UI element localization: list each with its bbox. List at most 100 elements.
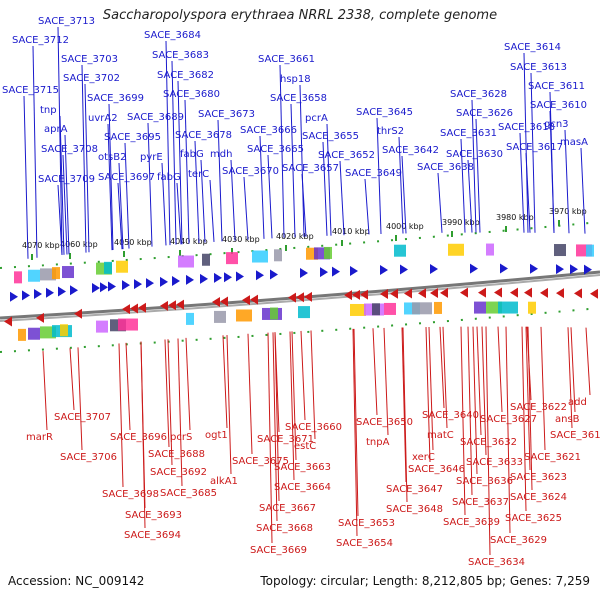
- forward-leader-line: [243, 176, 249, 240]
- reverse-leader-line: [526, 326, 532, 401]
- reverse-gene-label: SACE_3637: [452, 497, 509, 508]
- accession-text: Accession: NC_009142: [8, 574, 145, 588]
- forward-gene-arrow: [10, 291, 18, 302]
- forward-gene-label: SACE_3658: [270, 93, 327, 104]
- reverse-gene-label: SACE_3694: [124, 530, 181, 541]
- reverse-leader-line: [439, 326, 445, 409]
- reverse-gene-arrow: [574, 288, 582, 299]
- reverse-leader-line: [472, 326, 478, 475]
- forward-gene-label: SACE_3712: [12, 35, 69, 46]
- reverse-gene-label: SACE_3663: [274, 462, 331, 473]
- forward-gene-label: SACE_3631: [440, 128, 497, 139]
- forward-leader-line: [530, 72, 536, 233]
- reverse-leader-line: [505, 326, 511, 534]
- forward-gene-label: SACE_3680: [163, 89, 220, 100]
- reverse-leader-line: [540, 326, 546, 451]
- reverse-gene-label: SACE_3688: [148, 449, 205, 460]
- outer-tick-track: [0, 221, 600, 269]
- reverse-leader-line: [222, 335, 228, 429]
- forward-gene-label: SACE_3666: [240, 125, 297, 136]
- feature-box: [28, 327, 40, 340]
- reverse-gene-label: xerC: [412, 452, 435, 463]
- forward-gene-label: SACE_3614: [504, 42, 561, 53]
- scale-tick-label: 3980 kbp: [496, 213, 534, 222]
- feature-box: [486, 243, 494, 256]
- feature-box: [18, 328, 26, 341]
- feature-box: [202, 253, 210, 266]
- reverse-leader-line: [570, 327, 576, 413]
- forward-leader-line: [147, 122, 153, 247]
- feature-box: [62, 266, 74, 279]
- forward-leader-line: [259, 135, 265, 239]
- reverse-gene-label: SACE_3648: [386, 504, 443, 515]
- forward-leader-line: [107, 123, 113, 251]
- reverse-genes: [4, 287, 598, 327]
- forward-gene-arrow: [380, 265, 388, 276]
- reverse-gene-label: alkA1: [210, 476, 238, 487]
- forward-gene-arrow: [224, 272, 232, 283]
- reverse-gene-label: SACE_3693: [125, 510, 182, 521]
- forward-gene-arrow: [160, 276, 168, 287]
- reverse-leader-line: [460, 326, 466, 516]
- forward-leader-line: [23, 95, 29, 259]
- reverse-gene-label: SACE_3669: [250, 545, 307, 556]
- forward-gene-arrow: [430, 263, 438, 274]
- forward-leader-line: [194, 140, 200, 243]
- feature-box: [372, 303, 380, 316]
- forward-gene-label: SACE_3645: [356, 107, 413, 118]
- feature-box: [586, 244, 594, 257]
- reverse-gene-arrow: [242, 295, 250, 306]
- reverse-gene-label: SACE_3706: [60, 452, 117, 463]
- feature-box: [96, 320, 108, 333]
- forward-leader-line: [84, 83, 90, 253]
- forward-gene-label: SACE_3649: [345, 168, 402, 179]
- reverse-leader-line: [567, 327, 573, 429]
- reverse-leader-line: [291, 331, 297, 461]
- feature-box: [270, 307, 278, 320]
- forward-gene-label: SACE_3682: [157, 70, 214, 81]
- reverse-gene-label: matC: [427, 430, 454, 441]
- reverse-gene-arrow: [304, 291, 312, 302]
- reverse-gene-label: SACE_3624: [510, 492, 567, 503]
- feature-box: [314, 247, 330, 260]
- forward-gene-arrow: [46, 287, 54, 298]
- reverse-leader-line: [425, 327, 431, 463]
- forward-gene-arrow: [34, 289, 42, 300]
- reverse-gene-label: SACE_3647: [386, 484, 443, 495]
- reverse-leader-line: [42, 351, 48, 431]
- forward-leader-line: [564, 129, 570, 234]
- forward-gene-arrow: [92, 282, 100, 293]
- reverse-gene-arrow: [540, 287, 548, 298]
- feature-box: [104, 261, 112, 274]
- forward-leader-line: [184, 99, 190, 244]
- reverse-gene-arrow: [288, 292, 296, 303]
- reverse-leader-line: [247, 333, 253, 455]
- reverse-leader-line: [585, 327, 591, 396]
- feature-box: [394, 244, 406, 257]
- reverse-gene-label: SACE_3639: [443, 517, 500, 528]
- forward-leader-line: [290, 103, 296, 238]
- reverse-gene-label: SACE_3698: [102, 489, 159, 500]
- forward-gene-arrow: [134, 279, 142, 290]
- reverse-gene-arrow: [4, 316, 12, 327]
- reverse-gene-label: ansB: [555, 414, 580, 425]
- forward-genes: [10, 263, 592, 302]
- forward-gene-arrow: [236, 271, 244, 282]
- reverse-leader-line: [185, 337, 191, 431]
- reverse-gene-label: SACE_3629: [490, 535, 547, 546]
- reverse-leader-line: [69, 348, 75, 411]
- feature-box: [14, 271, 22, 284]
- forward-gene-arrow: [58, 286, 66, 297]
- forward-gene-label: SACE_3626: [456, 108, 513, 119]
- reverse-gene-arrow: [510, 287, 518, 298]
- reverse-gene-label: SACE_3671: [257, 434, 314, 445]
- reverse-gene-arrow: [250, 294, 258, 305]
- reverse-gene-arrow: [122, 304, 130, 315]
- reverse-gene-arrow: [440, 287, 448, 298]
- forward-leaders: [23, 26, 586, 259]
- forward-gene-arrow: [200, 273, 208, 284]
- scale-tick-label: 4000 kbp: [386, 222, 424, 231]
- forward-gene-arrow: [122, 280, 130, 291]
- reverse-gene-label: SACE_3640: [422, 410, 479, 421]
- reverse-gene-arrow: [380, 289, 388, 300]
